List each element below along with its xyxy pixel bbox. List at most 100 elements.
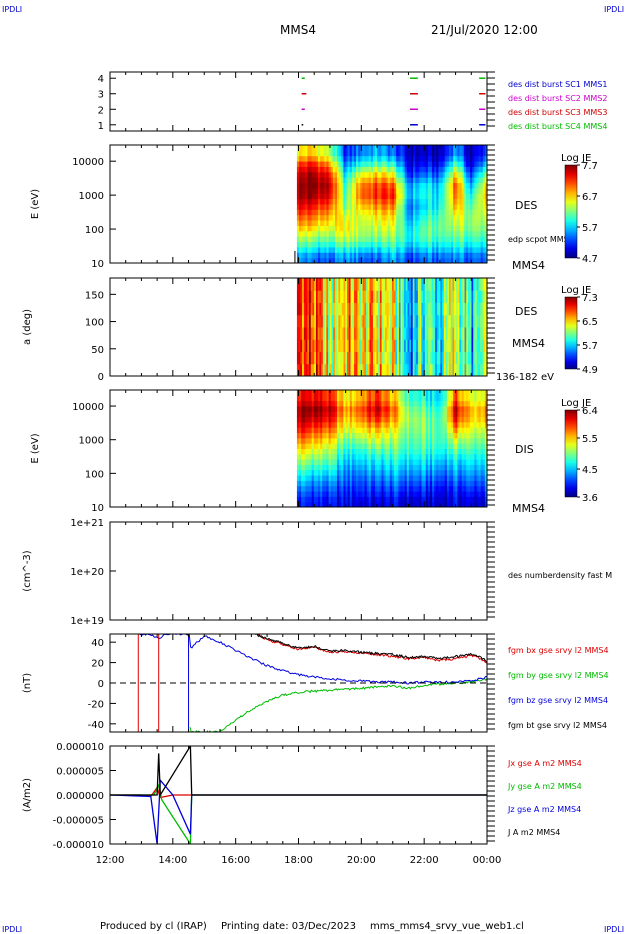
heatmap-cell: [396, 241, 399, 248]
heatmap-cell: [431, 327, 434, 340]
heatmap-cell: [320, 230, 323, 237]
heatmap-cell: [404, 480, 408, 487]
heatmap-cell: [451, 225, 454, 232]
legend-entry: des dist burst SC4 MMS4: [508, 122, 607, 131]
heatmap-cell: [343, 437, 347, 444]
heatmap-cell: [391, 339, 395, 352]
heatmap-cell: [303, 193, 306, 200]
heatmap-cell: [432, 443, 435, 449]
heatmap-cell: [343, 204, 347, 210]
heatmap-cell: [360, 339, 364, 352]
heatmap-cell: [375, 198, 378, 205]
heatmap-cell: [451, 171, 454, 178]
heatmap-cell: [300, 339, 303, 352]
heatmap-cell: [459, 405, 463, 412]
heatmap-cell: [448, 448, 452, 455]
heatmap-cell: [376, 327, 379, 340]
heatmap-cell: [453, 257, 456, 264]
heatmap-cell: [305, 290, 308, 303]
heatmap-cell: [366, 351, 369, 365]
heatmap-cell: [353, 485, 357, 492]
heatmap-cell: [370, 193, 374, 200]
heatmap-cell: [417, 302, 421, 316]
heatmap-cell: [377, 491, 380, 497]
heatmap-cell: [341, 411, 344, 418]
heatmap-cell: [457, 432, 461, 439]
heatmap-cell: [427, 501, 431, 508]
heatmap-cell: [378, 351, 381, 365]
heatmap-cell: [359, 302, 362, 316]
heatmap-cell: [328, 230, 332, 237]
heatmap-cell: [367, 339, 371, 352]
heatmap-cell: [394, 236, 397, 243]
heatmap-cell: [366, 209, 370, 216]
heatmap-cell: [356, 220, 359, 226]
heatmap-cell: [385, 395, 389, 402]
heatmap-cell: [339, 421, 342, 428]
heatmap-cell: [448, 166, 452, 173]
heatmap-cell: [366, 302, 369, 316]
heatmap-cell: [415, 177, 418, 184]
heatmap-cell: [451, 214, 454, 221]
heatmap-cell: [305, 241, 308, 248]
heatmap-cell: [351, 198, 355, 205]
heatmap-cell: [459, 145, 463, 151]
heatmap-cell: [377, 469, 380, 476]
heatmap-cell: [438, 161, 442, 167]
heatmap-cell: [398, 278, 402, 291]
heatmap-cell: [387, 427, 391, 434]
heatmap-cell: [429, 416, 433, 423]
heatmap-cell: [330, 257, 334, 264]
heatmap-cell: [328, 453, 332, 460]
heatmap-cell: [345, 416, 349, 423]
heatmap-cell: [353, 241, 357, 248]
heatmap-cell: [356, 209, 359, 216]
heatmap-cell: [375, 421, 378, 428]
heatmap-cell: [345, 395, 349, 402]
heatmap-cell: [476, 182, 480, 189]
heatmap-cell: [440, 193, 444, 200]
heatmap-cell: [339, 405, 342, 412]
heatmap-cell: [309, 166, 313, 173]
heatmap-cell: [360, 204, 363, 210]
panel-sublabel: MMS4: [512, 259, 545, 272]
heatmap-cell: [364, 416, 368, 423]
heatmap-cell: [455, 155, 458, 162]
heatmap-cell: [408, 182, 412, 189]
heatmap-cell: [318, 395, 321, 402]
heatmap-cell: [395, 314, 398, 328]
heatmap-cell: [461, 459, 465, 465]
heatmap-cell: [484, 246, 488, 253]
heatmap-cell: [404, 485, 408, 492]
heatmap-cell: [406, 193, 410, 200]
heatmap-cell: [349, 416, 353, 423]
heatmap-cell: [455, 314, 459, 328]
heatmap-cell: [446, 427, 450, 434]
heatmap-cell: [457, 214, 461, 221]
heatmap-cell: [319, 363, 322, 377]
heatmap-cell: [336, 327, 339, 340]
heatmap-cell: [334, 314, 338, 328]
heatmap-cell: [339, 198, 342, 205]
heatmap-cell: [299, 443, 302, 449]
heatmap-cell: [337, 182, 340, 189]
heatmap-cell: [413, 161, 416, 167]
heatmap-cell: [425, 453, 429, 460]
heatmap-cell: [421, 246, 425, 253]
heatmap-cell: [383, 475, 387, 481]
heatmap-cell: [351, 475, 355, 481]
heatmap-cell: [337, 491, 340, 497]
heatmap-cell: [389, 421, 393, 428]
heatmap-cell: [379, 351, 383, 365]
heatmap-cell: [315, 302, 319, 316]
heatmap-cell: [326, 290, 329, 303]
heatmap-cell: [379, 448, 382, 455]
heatmap-cell: [353, 416, 357, 423]
heatmap-cell: [446, 400, 450, 407]
heatmap-cell: [434, 241, 437, 248]
heatmap-cell: [357, 278, 360, 291]
heatmap-cell: [379, 214, 382, 221]
heatmap-cell: [463, 395, 467, 402]
heatmap-cell: [446, 161, 450, 167]
heatmap-cell: [448, 405, 452, 412]
